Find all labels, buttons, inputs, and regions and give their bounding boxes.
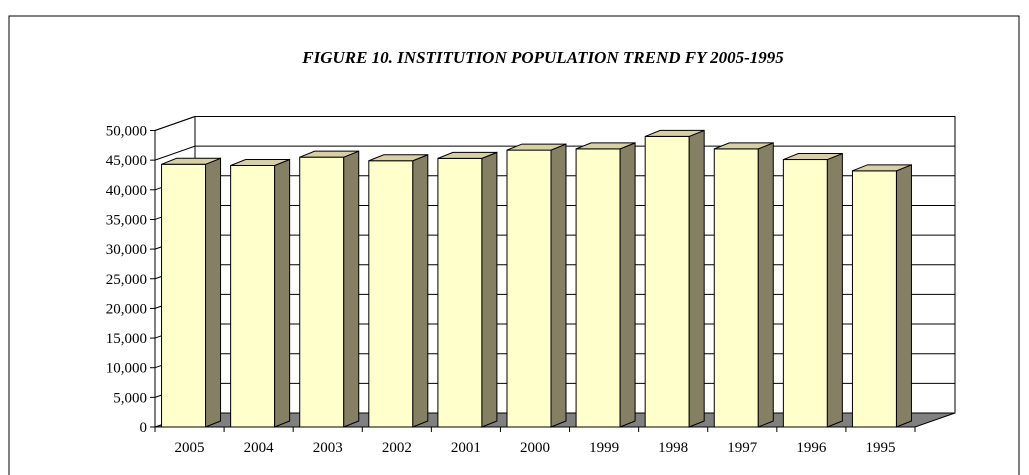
x-axis-tick-label: 2001 [451, 440, 481, 456]
bar-top [368, 154, 429, 162]
bar-side [619, 142, 636, 428]
x-axis-tick-label: 1999 [589, 440, 619, 456]
bar-top [161, 157, 221, 165]
bar-top [506, 143, 567, 151]
bar-top [299, 150, 359, 158]
y-axis-tick-label: 20,000 [106, 301, 147, 317]
chart-title: FIGURE 10. INSTITUTION POPULATION TREND … [301, 48, 784, 67]
y-axis-tick-label: 30,000 [106, 242, 147, 258]
y-axis-tick-label: 50,000 [106, 124, 147, 140]
bar-front [299, 156, 345, 428]
plot-area: 0 5,000 10,000 15,000 20,000 25,000 30,000 35,0… [106, 115, 956, 456]
bar-front [575, 148, 621, 428]
x-axis-tick-label: 1995 [865, 440, 895, 456]
bar [368, 154, 429, 428]
bar-side [205, 157, 222, 428]
x-axis-tick-label: 2002 [382, 440, 412, 456]
bar-top [230, 158, 290, 166]
bar-top [783, 153, 843, 161]
x-axis-tick-label: 1997 [727, 440, 758, 456]
bar-front [851, 170, 897, 428]
y-axis-tick-label: 45,000 [106, 153, 147, 169]
bar-front [713, 148, 759, 428]
bar-side [481, 151, 498, 428]
y-axis-tick-label: 0 [140, 420, 148, 436]
x-axis-tick-label: 2004 [244, 440, 275, 456]
bar-front [161, 163, 207, 428]
bar [161, 157, 222, 428]
y-axis-tick-label: 40,000 [106, 183, 147, 199]
x-axis-tick-label: 1996 [796, 440, 827, 456]
bar-top [644, 129, 705, 137]
x-axis-tick-label: 2000 [520, 440, 550, 456]
bar [851, 164, 912, 428]
bar-side [274, 158, 291, 428]
bar-side [412, 154, 429, 428]
bar-top [714, 142, 774, 150]
bar [437, 151, 498, 428]
y-axis-tick-label: 15,000 [106, 331, 147, 347]
bar [713, 142, 774, 428]
bar-top [852, 164, 912, 172]
bar-front [437, 157, 483, 428]
x-axis-tick-label: 2005 [175, 440, 205, 456]
bar-front [230, 164, 276, 428]
bar [506, 143, 567, 428]
bar-top [437, 151, 498, 159]
bar-side [550, 143, 567, 428]
gridline [154, 116, 955, 131]
bar-front [368, 160, 414, 428]
bar-front [644, 135, 690, 428]
y-axis-tick-label: 5,000 [113, 390, 147, 406]
bar-side [343, 150, 360, 428]
bar-side [688, 129, 705, 428]
bar [644, 129, 705, 428]
bar-top [575, 142, 636, 150]
y-axis-tick-label: 35,000 [106, 212, 147, 228]
x-axis-tick-label: 2003 [313, 440, 343, 456]
bar-front [506, 149, 552, 428]
bar [299, 150, 360, 428]
chart-border [8, 15, 1020, 475]
bar [230, 158, 291, 428]
bar-front [782, 159, 828, 428]
y-axis-tick-label: 10,000 [106, 361, 147, 377]
bar-side [895, 164, 912, 428]
bar [782, 152, 843, 428]
bar-side [757, 142, 774, 428]
bar-side [826, 152, 843, 428]
x-axis-tick-label: 1998 [658, 440, 688, 456]
y-axis-tick-label: 25,000 [106, 272, 147, 288]
bar [575, 142, 636, 428]
